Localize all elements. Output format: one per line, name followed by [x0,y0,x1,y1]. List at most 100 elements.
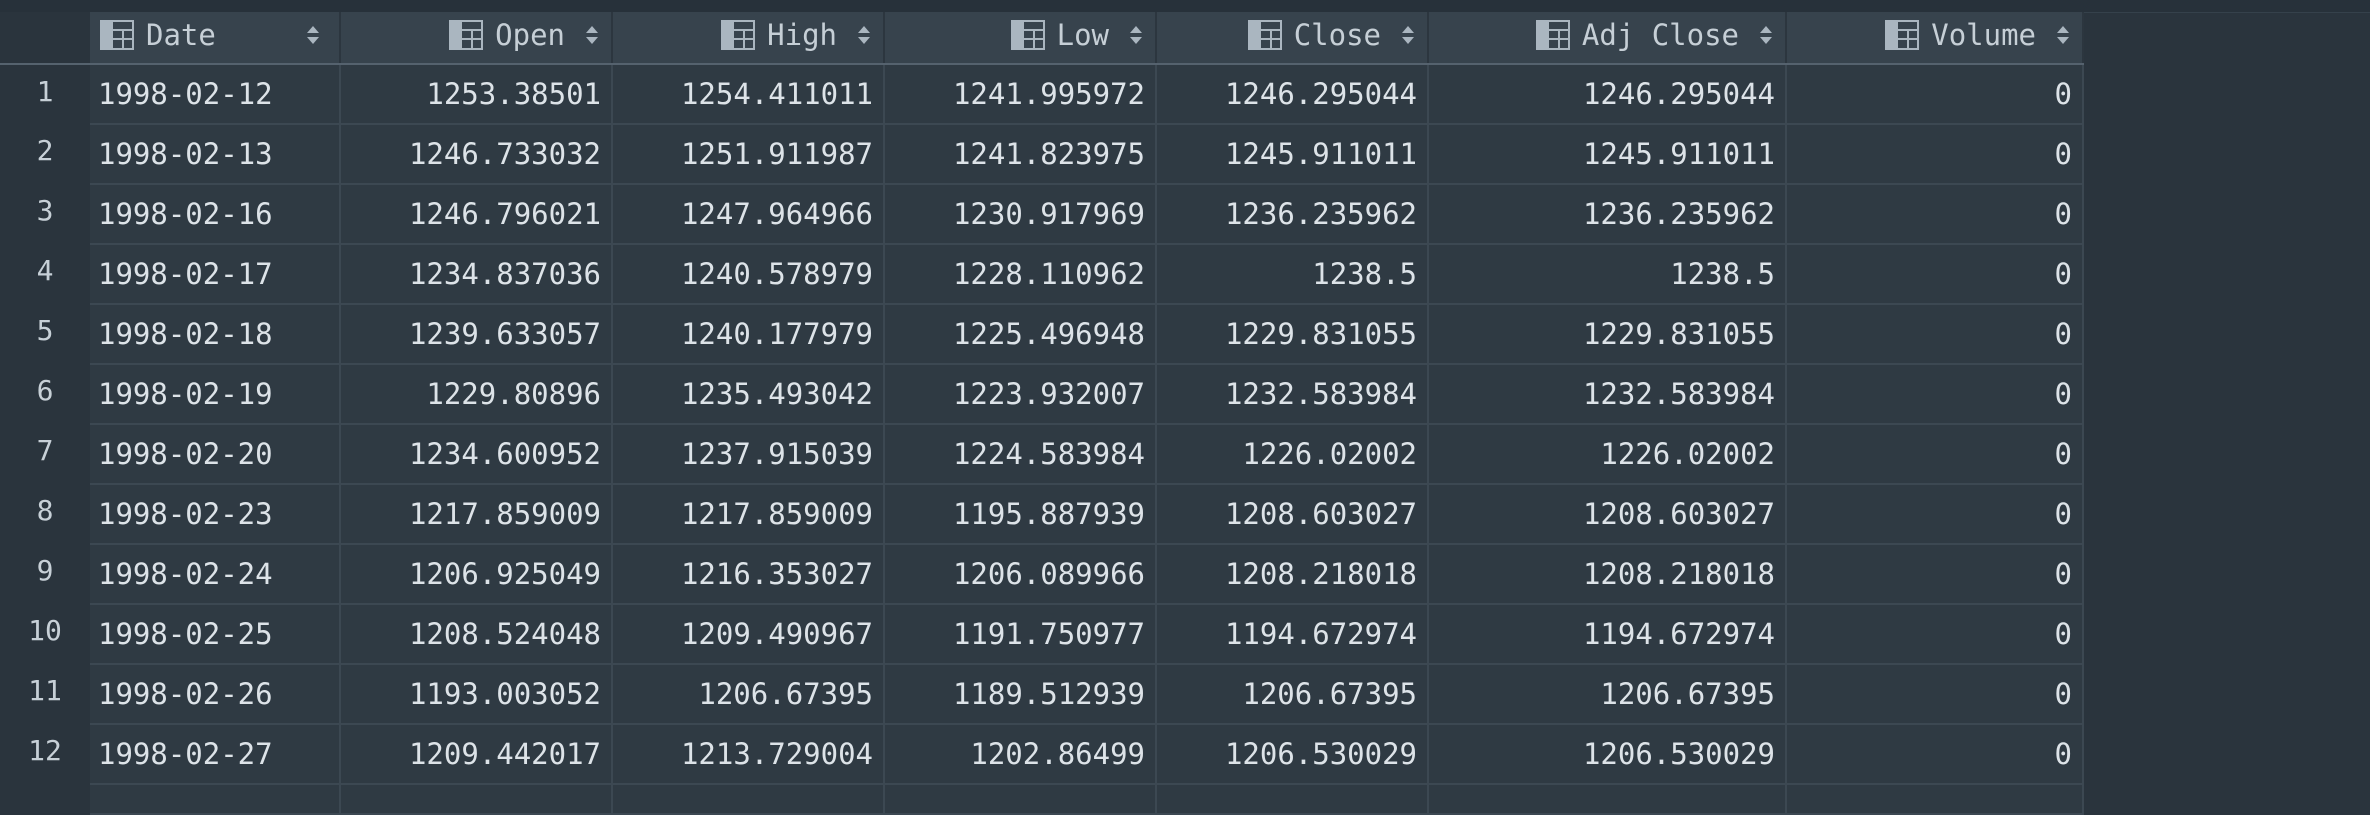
table-row-partial [0,784,2084,815]
cell-low: 1191.750977 [884,604,1157,665]
cell-volume: 0 [1786,364,2084,425]
cell-date: 1998-02-16 [90,184,341,245]
cell-low: 1223.932007 [884,364,1157,425]
sort-arrows-icon[interactable] [1127,23,1145,47]
cell-high: 1240.578979 [612,244,885,305]
cell-low: 1202.86499 [884,724,1157,785]
column-header-open[interactable]: Open [340,12,613,65]
cell-low: 1241.823975 [884,124,1157,185]
cell-close: 1206.530029 [1156,724,1429,785]
cell-adj-close: 1236.235962 [1428,184,1787,245]
row-number: 2 [0,124,90,184]
cell-volume: 0 [1786,124,2084,185]
cell-volume: 0 [1786,604,2084,665]
cell-date: 1998-02-12 [90,64,341,125]
cell-volume: 0 [1786,544,2084,605]
cell-volume: 0 [1786,424,2084,485]
column-header-label: High [767,18,837,52]
cell-adj-close: 1245.911011 [1428,124,1787,185]
column-header-high[interactable]: High [612,12,885,65]
cell-close: 1208.603027 [1156,484,1429,545]
sort-arrows-icon[interactable] [304,23,322,47]
row-number: 8 [0,484,90,544]
cell-low: 1224.583984 [884,424,1157,485]
cell-open: 1234.600952 [340,424,613,485]
cell-close: 1206.67395 [1156,664,1429,725]
column-header-volume[interactable]: Volume [1786,12,2084,65]
cell-adj-close: 1229.831055 [1428,304,1787,365]
column-header-low[interactable]: Low [884,12,1157,65]
sort-arrows-icon[interactable] [583,23,601,47]
table-row: 3 1998-02-16 1246.796021 1247.964966 123… [0,184,2084,245]
cell-date: 1998-02-20 [90,424,341,485]
cell-high: 1217.859009 [612,484,885,545]
cell-empty [1156,784,1429,815]
cell-close: 1208.218018 [1156,544,1429,605]
table-row: 7 1998-02-20 1234.600952 1237.915039 122… [0,424,2084,485]
row-number: 12 [0,724,90,784]
cell-high: 1247.964966 [612,184,885,245]
table-column-icon [100,20,134,50]
table-column-icon [721,20,756,50]
table-row: 5 1998-02-18 1239.633057 1240.177979 122… [0,304,2084,365]
column-header-adj-close[interactable]: Adj Close [1428,12,1787,65]
cell-close: 1236.235962 [1156,184,1429,245]
table-row: 9 1998-02-24 1206.925049 1216.353027 120… [0,544,2084,605]
cell-low: 1195.887939 [884,484,1157,545]
table-row: 2 1998-02-13 1246.733032 1251.911987 124… [0,124,2084,185]
column-header-label: Volume [1931,18,2036,52]
cell-high: 1213.729004 [612,724,885,785]
cell-adj-close: 1206.530029 [1428,724,1787,785]
cell-adj-close: 1232.583984 [1428,364,1787,425]
cell-date: 1998-02-27 [90,724,341,785]
cell-empty [340,784,613,815]
cell-high: 1206.67395 [612,664,885,725]
table-row: 12 1998-02-27 1209.442017 1213.729004 12… [0,724,2084,785]
cell-low: 1189.512939 [884,664,1157,725]
cell-high: 1254.411011 [612,64,885,125]
cell-open: 1246.796021 [340,184,613,245]
table-column-icon [1535,20,1570,50]
cell-date: 1998-02-18 [90,304,341,365]
cell-empty [1428,784,1787,815]
header-row: Date Open High [0,12,2084,65]
cell-open: 1206.925049 [340,544,613,605]
column-header-date[interactable]: Date [90,12,341,65]
cell-open: 1208.524048 [340,604,613,665]
cell-date: 1998-02-17 [90,244,341,305]
cell-low: 1225.496948 [884,304,1157,365]
row-number: 7 [0,424,90,484]
cell-close: 1226.02002 [1156,424,1429,485]
cell-date: 1998-02-24 [90,544,341,605]
cell-volume: 0 [1786,184,2084,245]
cell-date: 1998-02-25 [90,604,341,665]
cell-open: 1217.859009 [340,484,613,545]
cell-empty [884,784,1157,815]
sort-arrows-icon[interactable] [1399,23,1417,47]
cell-close: 1246.295044 [1156,64,1429,125]
table-column-icon [1885,20,1920,50]
sort-arrows-icon[interactable] [855,23,873,47]
cell-high: 1209.490967 [612,604,885,665]
cell-adj-close: 1246.295044 [1428,64,1787,125]
cell-open: 1239.633057 [340,304,613,365]
cell-close: 1229.831055 [1156,304,1429,365]
column-header-close[interactable]: Close [1156,12,1429,65]
cell-volume: 0 [1786,64,2084,125]
sort-arrows-icon[interactable] [1757,23,1775,47]
row-number: 3 [0,184,90,244]
table-column-icon [449,20,484,50]
row-number: 10 [0,604,90,664]
cell-low: 1206.089966 [884,544,1157,605]
cell-date: 1998-02-23 [90,484,341,545]
table-column-icon [1247,20,1282,50]
cell-low: 1228.110962 [884,244,1157,305]
cell-close: 1245.911011 [1156,124,1429,185]
cell-adj-close: 1208.218018 [1428,544,1787,605]
cell-high: 1240.177979 [612,304,885,365]
cell-empty [612,784,885,815]
cell-high: 1216.353027 [612,544,885,605]
sort-arrows-icon[interactable] [2054,23,2072,47]
cell-adj-close: 1194.672974 [1428,604,1787,665]
cell-adj-close: 1238.5 [1428,244,1787,305]
